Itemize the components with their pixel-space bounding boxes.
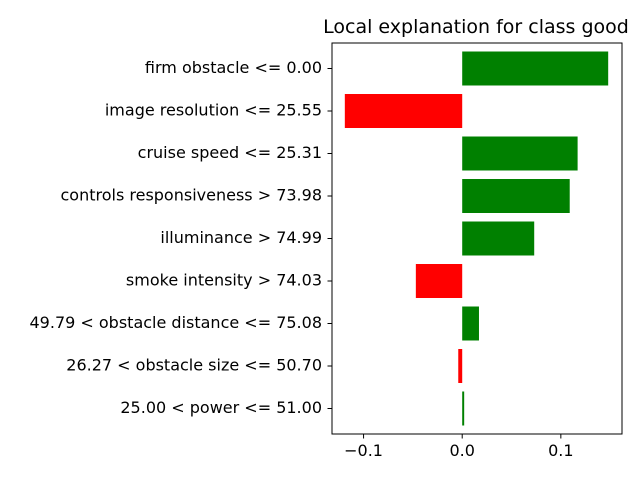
y-tick-label: cruise speed <= 25.31 [138, 143, 322, 162]
y-tick-label: 26.27 < obstacle size <= 50.70 [66, 356, 322, 375]
bar [462, 179, 570, 213]
x-tick-label: −0.1 [344, 441, 383, 460]
bar [462, 221, 535, 256]
bar [415, 264, 463, 298]
bar [462, 391, 465, 426]
bar [462, 306, 479, 341]
y-tick-label: smoke intensity > 74.03 [126, 271, 322, 290]
x-tick-label: 0.0 [449, 441, 474, 460]
y-tick-label: firm obstacle <= 0.00 [145, 58, 322, 77]
chart-title: Local explanation for class good [323, 16, 629, 38]
x-tick-label: 0.1 [548, 441, 573, 460]
y-tick-label: 25.00 < power <= 51.00 [120, 398, 322, 417]
y-tick-label: 49.79 < obstacle distance <= 75.08 [30, 313, 323, 332]
y-tick-label: controls responsiveness > 73.98 [60, 186, 322, 205]
y-tick-label: image resolution <= 25.55 [105, 101, 322, 120]
bar [462, 136, 578, 171]
bar [462, 51, 609, 86]
bar [458, 349, 463, 383]
y-tick-label: illuminance > 74.99 [160, 228, 322, 247]
bar [344, 94, 463, 128]
